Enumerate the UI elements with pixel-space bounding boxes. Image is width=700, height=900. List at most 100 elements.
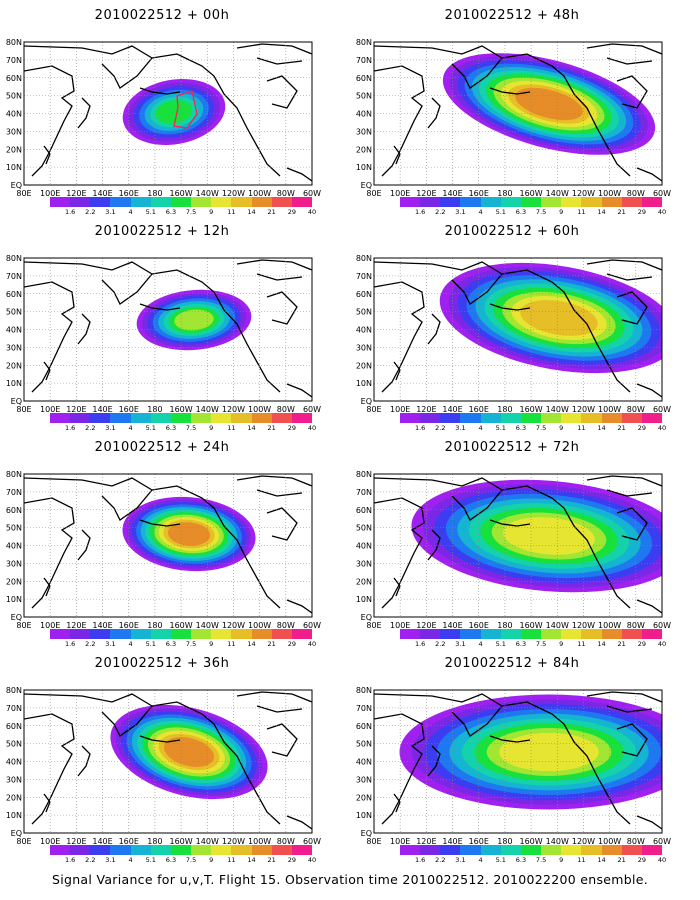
flight-track-marker xyxy=(173,90,198,129)
colorbar-label: 6.3 xyxy=(165,856,177,864)
graticule xyxy=(24,258,312,401)
colorbar-label: 14 xyxy=(597,208,606,216)
longitude-label: 120E xyxy=(416,189,436,198)
colorbar-label: 1.6 xyxy=(64,208,76,216)
colorbar-swatch xyxy=(420,413,441,423)
map-plot: 80E 100E 120E 140E 160E 180 160W 140W 120W 100W 80… xyxy=(356,38,671,198)
colorbar-swatch xyxy=(271,629,292,639)
colorbar-swatch xyxy=(251,197,272,207)
colorbar-swatch xyxy=(291,629,313,639)
colorbar-label: 2.2 xyxy=(85,640,96,648)
colorbar-swatch xyxy=(291,413,313,423)
longitude-label: 180 xyxy=(497,837,512,846)
colorbar-swatch xyxy=(271,197,292,207)
colorbar-swatch xyxy=(211,845,232,855)
latitude-label: 70N xyxy=(6,704,22,713)
colorbar-label: 14 xyxy=(247,208,256,216)
colorbar-label: 21 xyxy=(267,640,276,648)
latitude-label: 70N xyxy=(6,56,22,65)
colorbar-swatch xyxy=(460,413,481,423)
colorbar-label: 14 xyxy=(247,856,256,864)
colorbar-label: 29 xyxy=(287,208,296,216)
colorbar-label: 14 xyxy=(247,424,256,432)
longitude-label: 160W xyxy=(519,621,542,630)
longitude-label: 80E xyxy=(366,405,381,414)
latitude-label: 70N xyxy=(6,272,22,281)
colorbar-swatch xyxy=(130,413,151,423)
colorbar-label: 11 xyxy=(577,208,586,216)
latitude-label: 20N xyxy=(356,145,372,154)
colorbar-swatch xyxy=(150,413,171,423)
colorbar-swatch xyxy=(251,413,272,423)
longitude-label: 140W xyxy=(196,189,219,198)
colorbar-swatch xyxy=(520,197,542,207)
longitude-label: 180 xyxy=(497,405,512,414)
colorbar-swatch xyxy=(621,197,642,207)
colorbar-swatch xyxy=(460,845,481,855)
colorbar-swatch xyxy=(480,845,501,855)
colorbar-swatch xyxy=(541,413,562,423)
latitude-label: EQ xyxy=(11,181,22,190)
colorbar-label: 7.5 xyxy=(185,640,197,648)
colorbar-label: 7.5 xyxy=(185,856,197,864)
latitude-label: 30N xyxy=(6,127,22,136)
colorbar-swatch xyxy=(50,845,71,855)
longitude-label: 100W xyxy=(598,405,621,414)
latitude-label: 60N xyxy=(6,74,22,83)
latitude-label: 10N xyxy=(356,595,372,604)
graticule xyxy=(374,474,662,617)
panel-title: 2010022512 + 00h xyxy=(94,8,230,23)
longitude-label: 180 xyxy=(147,837,162,846)
colorbar-label: 1.6 xyxy=(64,424,76,432)
colorbar-label: 40 xyxy=(307,856,317,864)
latitude-label: EQ xyxy=(361,397,372,406)
colorbar-swatch xyxy=(520,845,542,855)
colorbar-label: 40 xyxy=(307,424,317,432)
colorbar-swatch xyxy=(561,413,582,423)
latitude-label: 80N xyxy=(356,470,372,479)
coastline xyxy=(24,43,312,182)
latitude-label: 10N xyxy=(6,163,22,172)
longitude-label: 120E xyxy=(66,405,86,414)
colorbar-swatch xyxy=(50,629,71,639)
map-panel: 2010022512 + 48h 80E 100E 120E 140E 160E 180 16… xyxy=(352,4,672,219)
latitude-label: 80N xyxy=(356,254,372,263)
latitude-label: 70N xyxy=(356,704,372,713)
colorbar-swatch xyxy=(50,413,71,423)
longitude-label: 80W xyxy=(627,837,645,846)
colorbar-label: 6.3 xyxy=(515,424,527,432)
colorbar-label: 29 xyxy=(637,424,646,432)
colorbar-label: 11 xyxy=(227,208,236,216)
colorbar-label: 3.1 xyxy=(105,640,116,648)
latitude-label: 40N xyxy=(356,110,372,119)
variance-contour xyxy=(174,309,214,331)
colorbar-swatch xyxy=(581,413,602,423)
latitude-label: 50N xyxy=(6,92,22,101)
latitude-label: 50N xyxy=(356,308,372,317)
longitude-label: 80W xyxy=(627,621,645,630)
longitude-label: 140W xyxy=(196,405,219,414)
longitude-label: 120E xyxy=(416,837,436,846)
latitude-label: 30N xyxy=(6,559,22,568)
latitude-label: 30N xyxy=(6,775,22,784)
graticule xyxy=(24,690,312,833)
colorbar-label: 5.1 xyxy=(495,856,506,864)
longitude-label: 180 xyxy=(497,621,512,630)
variance-contour xyxy=(163,737,215,767)
colorbar-swatch xyxy=(110,629,131,639)
longitude-label: 120W xyxy=(572,837,595,846)
colorbar-swatch xyxy=(211,197,232,207)
colorbar-label: 6.3 xyxy=(165,208,177,216)
colorbar-swatch xyxy=(231,845,252,855)
colorbar-swatch xyxy=(231,413,252,423)
longitude-label: 100E xyxy=(390,405,410,414)
longitude-label: 80W xyxy=(277,621,295,630)
colorbar-label: 29 xyxy=(637,640,646,648)
colorbar-label: 9 xyxy=(559,856,564,864)
latitude-label: EQ xyxy=(11,613,22,622)
colorbar-swatch xyxy=(420,197,441,207)
latitude-label: 20N xyxy=(356,577,372,586)
longitude-label: 160W xyxy=(169,837,192,846)
latitude-label: 40N xyxy=(356,542,372,551)
colorbar-label: 4 xyxy=(478,208,483,216)
